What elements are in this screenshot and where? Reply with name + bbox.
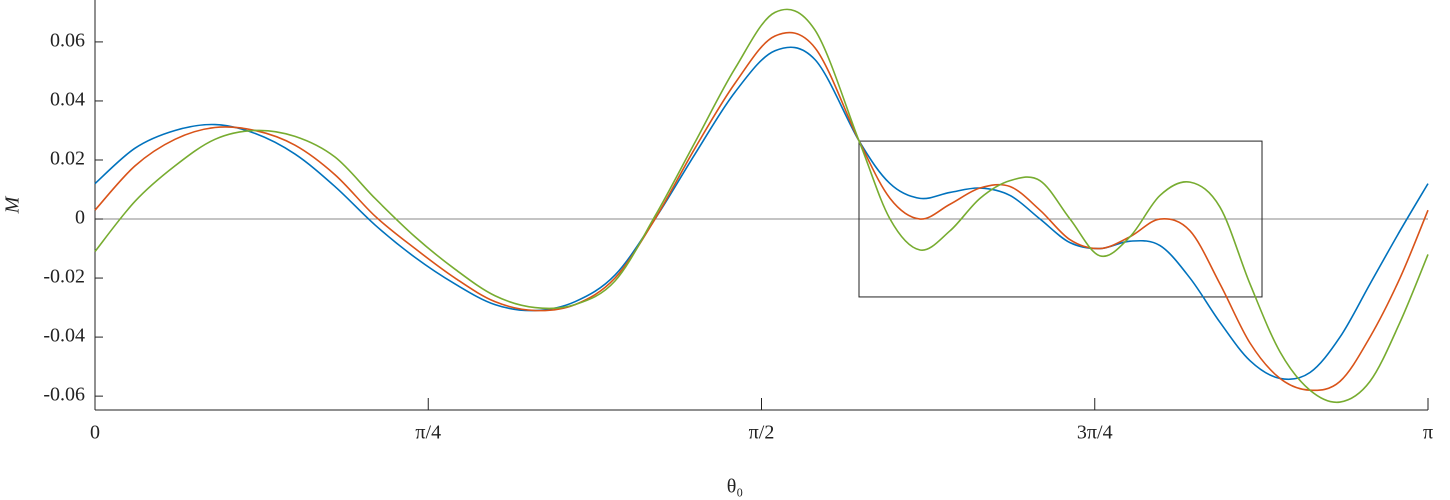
y-tick-label: 0.04 [50, 89, 85, 111]
y-tick-label: 0.06 [50, 30, 85, 52]
y-tick-label: -0.02 [43, 266, 85, 288]
highlight-box [858, 140, 1263, 298]
y-tick-label: 0.02 [50, 148, 85, 170]
line-series [94, 46, 1429, 381]
x-tick-label: π [1423, 422, 1433, 444]
y-axis-label: M [2, 195, 24, 214]
x-tick-label: π/4 [415, 422, 441, 444]
x-tick-label: π/2 [749, 422, 775, 444]
x-axis-label: θ₀ [727, 476, 744, 498]
y-tick-label: 0 [75, 207, 85, 229]
y-tick-label: -0.06 [43, 384, 85, 406]
x-tick-label: 3π/4 [1077, 422, 1113, 444]
line-series [94, 31, 1429, 392]
x-tick-label: 0 [90, 422, 100, 444]
y-tick-label: -0.04 [43, 325, 85, 347]
line-series [94, 8, 1429, 404]
